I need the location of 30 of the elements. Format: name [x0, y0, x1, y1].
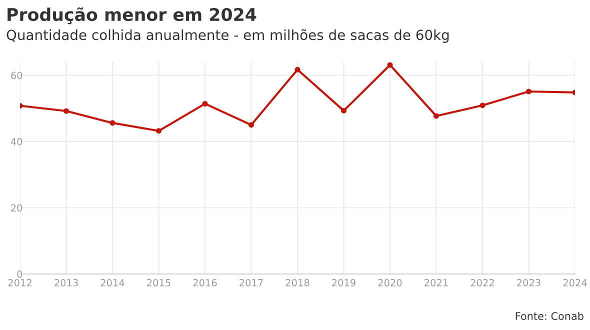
x-tick-label: 2014 — [100, 279, 124, 286]
point — [63, 108, 70, 114]
x-tick-label: 2013 — [54, 279, 78, 286]
x-tick-label: 2015 — [147, 279, 170, 286]
point — [110, 120, 116, 126]
x-tick-label: 2024 — [563, 279, 587, 286]
point — [340, 108, 347, 114]
source-note: Fonte: Conab — [516, 312, 584, 320]
x-tick-label: 2019 — [332, 279, 356, 286]
point — [202, 100, 208, 107]
point — [156, 128, 162, 134]
point — [387, 62, 393, 68]
y-tick-label: 20 — [11, 204, 22, 212]
y-tick-label: 40 — [10, 138, 22, 146]
chart-title: Produção menor em 2024 — [8, 7, 256, 24]
x-tick-label: 2020 — [378, 279, 402, 286]
point — [480, 102, 486, 108]
point — [433, 113, 440, 119]
x-tick-label: 2017 — [240, 279, 263, 286]
point — [526, 88, 532, 94]
chart-subtitle: Quantidade colhida anualmente - em milhões de sacas de 60kg — [6, 29, 449, 43]
x-tick-label: 2022 — [470, 279, 494, 286]
y-tick-label: 60 — [11, 72, 22, 80]
x-tick-label: 2021 — [424, 279, 448, 286]
point — [294, 66, 300, 72]
point — [248, 122, 254, 128]
x-tick-label: 2023 — [517, 279, 540, 286]
x-tick-label: 2018 — [286, 279, 310, 286]
x-tick-label: 2016 — [193, 279, 217, 286]
x-tick-label: 2012 — [8, 279, 32, 286]
